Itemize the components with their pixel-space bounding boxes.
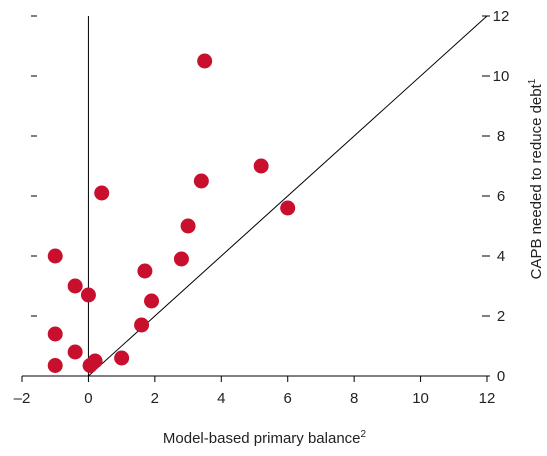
data-point-18: [47, 358, 63, 373]
data-point-1: [253, 158, 269, 174]
data-point-15: [114, 350, 130, 366]
y-tick-label-6: 12: [493, 8, 510, 25]
x-tick-label-3: 4: [217, 390, 225, 407]
x-axis-title-superscript: 2: [361, 429, 367, 440]
y-axis-title-text: CAPB needed to reduce debt: [528, 83, 545, 279]
y-tick-label-4: 8: [497, 128, 505, 145]
y-tick-label-5: 10: [493, 68, 510, 85]
x-axis-title: Model-based primary balance2: [163, 429, 367, 447]
x-tick-label-0: –2: [14, 390, 31, 407]
x-tick-label-5: 8: [350, 390, 358, 407]
data-point-12: [134, 317, 150, 333]
y-axis-title: CAPB needed to reduce debt1: [527, 78, 545, 279]
x-tick-label-4: 6: [284, 390, 292, 407]
data-point-0: [197, 53, 213, 69]
data-point-17: [82, 358, 98, 373]
data-point-2: [193, 173, 209, 189]
data-point-13: [47, 326, 63, 342]
x-tick-label-6: 10: [412, 390, 429, 407]
x-tick-label-7: 12: [479, 390, 496, 407]
y-axis-title-superscript: 1: [527, 78, 538, 84]
x-axis-title-text: Model-based primary balance: [163, 430, 361, 447]
y-tick-label-0: 0: [497, 368, 505, 385]
data-point-14: [67, 344, 83, 360]
data-point-11: [144, 293, 160, 309]
x-tick-label-2: 2: [151, 390, 159, 407]
y-tick-label-3: 6: [497, 188, 505, 205]
reference-line-45: [88, 15, 488, 377]
data-point-6: [47, 248, 63, 264]
data-point-3: [94, 185, 110, 201]
data-point-5: [180, 218, 196, 234]
data-point-4: [280, 200, 296, 216]
y-tick-label-1: 2: [497, 308, 505, 325]
data-point-7: [173, 251, 189, 267]
data-point-8: [137, 263, 153, 279]
data-point-10: [80, 287, 96, 303]
x-tick-label-1: 0: [84, 390, 92, 407]
data-point-9: [67, 278, 83, 294]
y-tick-label-2: 4: [497, 248, 505, 265]
